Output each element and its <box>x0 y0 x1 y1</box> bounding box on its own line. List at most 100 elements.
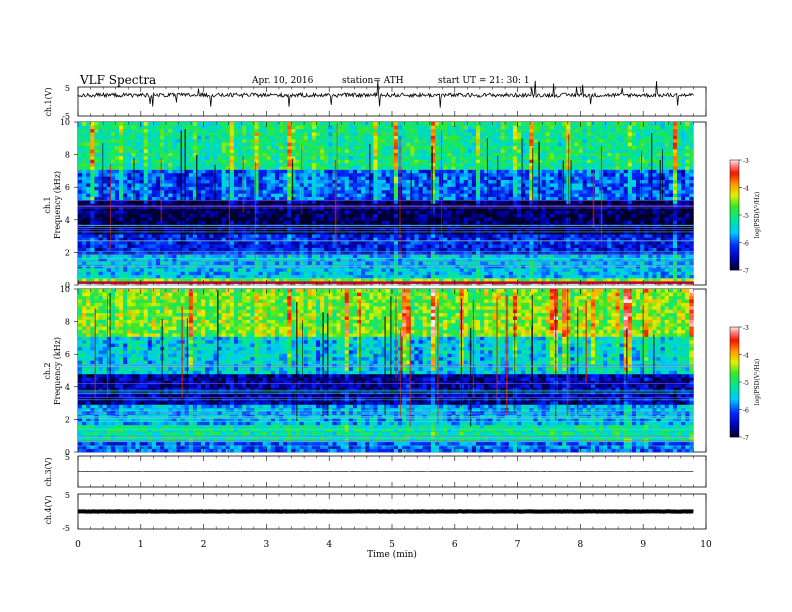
heatmap-cell <box>164 173 168 177</box>
heatmap-cell <box>558 261 562 265</box>
heatmap-cell <box>554 220 558 224</box>
ch1-spectrogram-panel: ch.1 Frequency (kHz) 0246810 -3-4-5-6-7l… <box>43 118 761 290</box>
heatmap-cell <box>517 261 521 265</box>
heatmap-cell <box>78 200 82 204</box>
heatmap-cell <box>476 244 480 248</box>
heatmap-cell <box>611 220 615 224</box>
heatmap-cell <box>525 220 529 224</box>
heatmap-cell <box>427 254 431 258</box>
heatmap-cell <box>538 268 542 272</box>
heatmap-cell <box>357 183 361 187</box>
heatmap-cell <box>386 275 390 279</box>
heatmap-cell <box>197 217 201 221</box>
heatmap-cell <box>250 197 254 201</box>
heatmap-cell <box>78 261 82 265</box>
heatmap-cell <box>546 193 550 197</box>
heatmap-cell <box>480 187 484 191</box>
heatmap-cell <box>505 176 509 180</box>
heatmap-cell <box>218 271 222 275</box>
heatmap-cell <box>480 220 484 224</box>
heatmap-cell <box>312 197 316 201</box>
heatmap-cell <box>365 268 369 272</box>
heatmap-cell <box>332 275 336 279</box>
heatmap-cell <box>242 278 246 282</box>
heatmap-cell <box>300 234 304 238</box>
heatmap-cell <box>550 234 554 238</box>
heatmap-cell <box>332 234 336 238</box>
heatmap-cell <box>94 244 98 248</box>
heatmap-cell <box>111 193 115 197</box>
heatmap-cell <box>369 261 373 265</box>
heatmap-cell <box>628 278 632 282</box>
heatmap-cell <box>607 197 611 201</box>
heatmap-cell <box>283 210 287 214</box>
heatmap-cell <box>550 271 554 275</box>
heatmap-cell <box>587 214 591 218</box>
heatmap-cell <box>497 275 501 279</box>
heatmap-cell <box>427 261 431 265</box>
heatmap-cell <box>176 217 180 221</box>
heatmap-cell <box>213 275 217 279</box>
heatmap-cell <box>427 180 431 184</box>
heatmap-cell <box>468 254 472 258</box>
heatmap-cell <box>443 200 447 204</box>
heatmap-cell <box>443 210 447 214</box>
heatmap-cell <box>222 254 226 258</box>
heatmap-cell <box>111 180 115 184</box>
heatmap-cell <box>554 231 558 235</box>
heatmap-cell <box>250 220 254 224</box>
heatmap-cell <box>661 268 665 272</box>
heatmap-cell <box>283 278 287 282</box>
heatmap-cell <box>115 278 119 282</box>
heatmap-cell <box>476 261 480 265</box>
heatmap-cell <box>86 180 90 184</box>
heatmap-cell <box>509 200 513 204</box>
heatmap-cell <box>628 193 632 197</box>
heatmap-cell <box>90 170 94 174</box>
heatmap-cell <box>271 275 275 279</box>
heatmap-cell <box>287 268 291 272</box>
heatmap-cell <box>406 210 410 214</box>
heatmap-cell <box>103 190 107 194</box>
heatmap-cell <box>332 254 336 258</box>
heatmap-cell <box>542 176 546 180</box>
heatmap-cell <box>140 268 144 272</box>
heatmap-cell <box>652 275 656 279</box>
heatmap-cell <box>119 187 123 191</box>
heatmap-cell <box>246 183 250 187</box>
heatmap-cell <box>611 234 615 238</box>
heatmap-cell <box>90 207 94 211</box>
heatmap-cell <box>492 244 496 248</box>
heatmap-cell <box>250 254 254 258</box>
heatmap-cell <box>111 210 115 214</box>
heatmap-cell <box>669 173 673 177</box>
heatmap-cell <box>373 193 377 197</box>
heatmap-cell <box>488 254 492 258</box>
heatmap-cell <box>345 254 349 258</box>
heatmap-cell <box>86 173 90 177</box>
heatmap-cell <box>201 214 205 218</box>
heatmap-cell <box>279 207 283 211</box>
heatmap-cell <box>295 200 299 204</box>
heatmap-cell <box>181 261 185 265</box>
heatmap-cell <box>263 248 267 252</box>
heatmap-cell <box>259 190 263 194</box>
heatmap-cell <box>341 176 345 180</box>
heatmap-cell <box>636 183 640 187</box>
heatmap-cell <box>554 261 558 265</box>
heatmap-cell <box>316 180 320 184</box>
heatmap-cell <box>287 190 291 194</box>
heatmap-cell <box>140 244 144 248</box>
heatmap-cell <box>152 234 156 238</box>
heatmap-cell <box>636 193 640 197</box>
heatmap-cell <box>238 190 242 194</box>
heatmap-cell <box>197 220 201 224</box>
heatmap-cell <box>111 217 115 221</box>
heatmap-cell <box>562 244 566 248</box>
heatmap-cell <box>517 173 521 177</box>
heatmap-cell <box>427 234 431 238</box>
heatmap-cell <box>558 248 562 252</box>
heatmap-cell <box>513 217 517 221</box>
heatmap-cell <box>259 278 263 282</box>
heatmap-cell <box>669 275 673 279</box>
